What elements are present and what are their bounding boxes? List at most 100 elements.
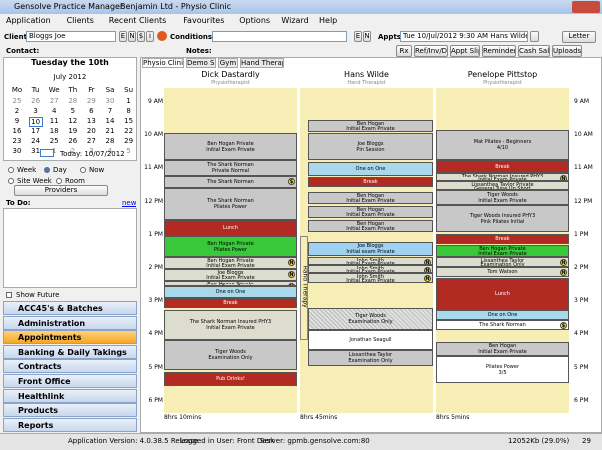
button[interactable]: N [363,31,371,42]
appointment[interactable]: Ben Hogan Private Pilates Power [164,236,297,257]
day[interactable]: 23 [12,137,22,145]
day[interactable]: 2 [14,107,20,115]
appointment[interactable]: The Shark Norman Private Normal [164,160,297,176]
day[interactable]: 5 [126,147,131,155]
client-input[interactable]: Bloggs Joe [26,31,116,42]
appointment[interactable]: Break [436,160,569,173]
day[interactable]: 27 [49,97,59,105]
new-link[interactable]: new [122,199,137,207]
radio[interactable] [8,178,14,184]
button[interactable]: Reminders [482,45,516,57]
day[interactable]: 25 [49,137,59,145]
day[interactable]: 16 [12,127,22,135]
appointment[interactable]: John Smith Initial Exam Private N [308,257,433,265]
day[interactable]: 3 [89,147,94,155]
day[interactable]: 13 [86,117,96,125]
appointment[interactable]: The Shark Norman $ [164,176,297,188]
providers-select[interactable]: Providers [14,185,108,196]
day[interactable]: 21 [105,127,115,135]
nav-button[interactable]: Banking & Daily Takings [3,344,137,359]
appointment[interactable]: Lunch [436,278,569,310]
button[interactable]: Cash Sale [518,45,550,57]
day[interactable]: 30 [12,147,22,155]
tab[interactable]: Gym [218,58,238,68]
button[interactable] [530,31,539,42]
day[interactable]: 2 [70,147,76,155]
nav-button[interactable]: Front Office [3,374,137,388]
appointment[interactable]: One on One [436,310,569,320]
appointment[interactable]: Joe Bloggs Pin Session [308,133,433,160]
day[interactable]: 29 [86,97,96,105]
radio[interactable] [56,178,62,184]
day[interactable]: 20 [86,127,96,135]
day[interactable]: 4 [51,107,57,115]
appointment[interactable]: Mat Pilates - Beginners 4/10 [436,130,569,160]
appointment[interactable]: Jonathan Seagull [308,330,433,350]
appointment[interactable]: Pilates Power 3/5 [436,356,569,383]
appointment[interactable]: Ben Hogan Initial Exam Private [308,220,433,232]
button[interactable]: $ [137,31,145,42]
appointment[interactable]: Lissanthea Taylor Examination Only N [436,257,569,267]
nav-button[interactable]: Appointments [3,330,137,345]
day[interactable]: 28 [105,137,115,145]
appointment[interactable]: Ben Hogan Initial Exam Private [308,120,433,132]
appointment[interactable]: John Smith Initial Exam Private N [308,265,433,273]
menu-item[interactable]: Wizard [281,16,309,25]
appointment[interactable]: John Smith Initial Exam Private N [308,273,433,283]
appointment[interactable]: Break [308,177,433,187]
appointment[interactable]: The Shark Norman Insured PHY3 Initial Exa… [164,310,297,340]
day[interactable]: 29 [124,137,134,145]
appointment[interactable]: Tiger Woods Initial Exam Private [436,190,569,205]
menu-item[interactable]: Options [239,16,271,25]
day[interactable]: 5 [70,107,76,115]
today-label[interactable]: Today: 10/07/2012 [60,150,125,158]
appt-input[interactable]: Tue 10/Jul/2012 9:30 AM Hans Wilde [400,31,528,42]
checkbox[interactable] [6,292,12,298]
day[interactable]: 11 [49,117,59,125]
day[interactable]: 4 [107,147,113,155]
day[interactable]: 26 [31,97,41,105]
day[interactable]: 6 [89,107,94,115]
day[interactable]: 30 [105,97,115,105]
day[interactable]: 1 [126,97,131,105]
button[interactable]: Letter [562,31,596,43]
day[interactable]: 19 [68,127,78,135]
appointment[interactable]: Tiger Woods Insured PHY3 Pink Pilates Ini… [436,205,569,232]
appointment[interactable]: One on One [308,162,433,176]
day[interactable]: 8 [126,107,131,115]
close-button[interactable] [572,1,600,13]
appointment[interactable]: Joe Bloggs Initial Exam Private N [164,269,297,281]
radio[interactable] [8,167,14,173]
appointment[interactable]: The Shark Norman Pilates Power [164,188,297,220]
button[interactable]: Appt Slip [450,45,480,57]
appointment[interactable]: Lissanthea Taylor Examination Only [308,350,433,366]
nav-button[interactable]: Products [3,403,137,418]
appointment[interactable]: Ben Hogan Initial Exam Private [308,206,433,218]
appointment[interactable]: Ben Hogan Initial Exam Private [436,342,569,356]
appointment[interactable]: Ben Hogan Private Initial Exam Private [164,133,297,160]
appointment[interactable]: The Shark Norman Insured PHY3 Initial Exa… [436,173,569,181]
appointment[interactable]: Ben Hogan Private Initial Exam Private [436,245,569,257]
day[interactable]: 15 [124,117,134,125]
day[interactable]: 7 [107,107,113,115]
day[interactable]: 9 [14,117,20,125]
day[interactable]: 22 [124,127,134,135]
button[interactable]: E [354,31,362,42]
menu-item[interactable]: Clients [66,16,94,25]
day[interactable]: 27 [86,137,96,145]
tab[interactable]: Physio Clinic [142,58,184,68]
radio[interactable] [80,167,86,173]
day[interactable]: 12 [68,117,78,125]
appointment[interactable]: Tiger Woods Examination Only [308,308,433,330]
day[interactable]: 25 [12,97,22,105]
appointment[interactable]: Break [164,298,297,308]
button[interactable]: i [146,31,154,42]
nav-button[interactable]: Reports [3,417,137,432]
day[interactable]: 18 [49,127,59,135]
appointment[interactable]: Lunch [164,220,297,236]
day[interactable]: 1 [51,147,57,155]
day[interactable]: 24 [31,137,41,145]
nav-button[interactable]: Healthlink [3,388,137,403]
day[interactable]: 3 [33,107,38,115]
